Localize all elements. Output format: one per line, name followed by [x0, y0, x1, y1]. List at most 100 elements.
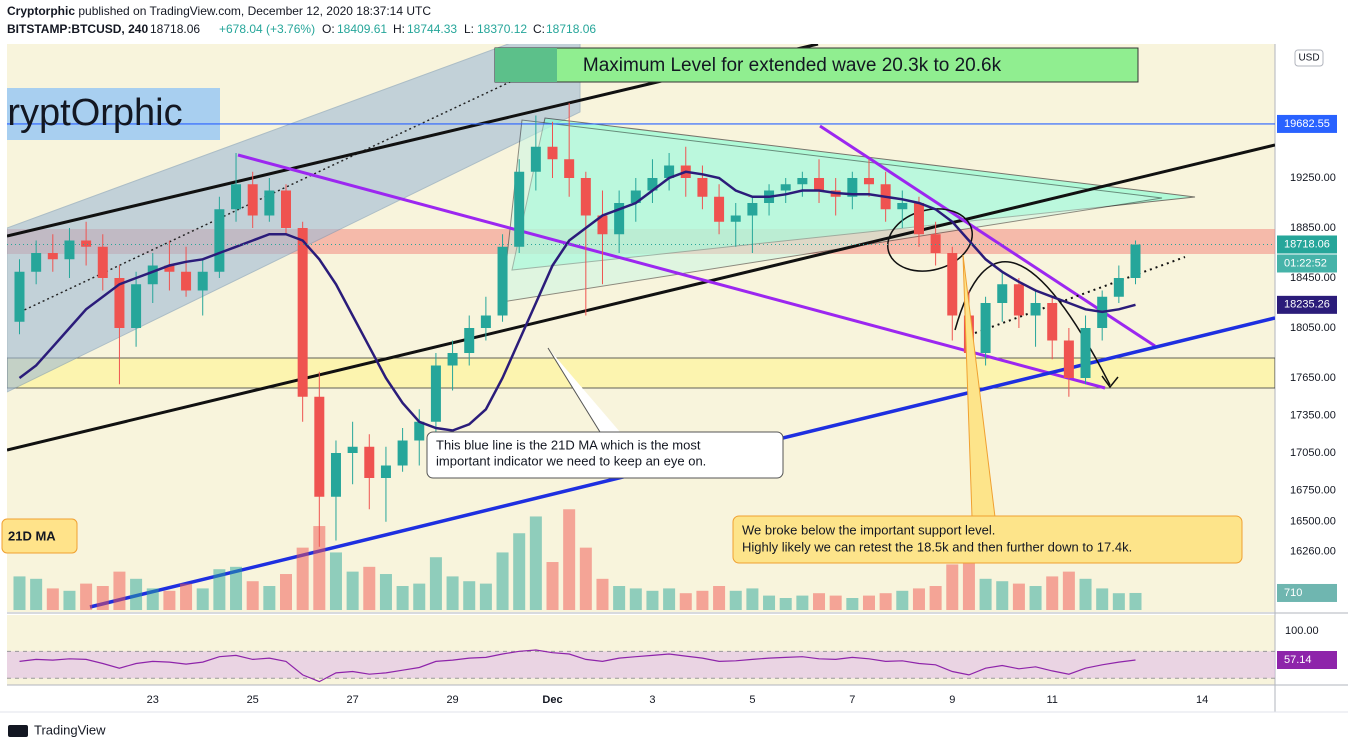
- ma-badge: 18235.26: [1284, 299, 1330, 311]
- footer-logo: [8, 725, 28, 737]
- x-tick-label: 11: [1047, 694, 1058, 706]
- candle-body: [714, 196, 725, 222]
- volume-bar: [763, 595, 776, 610]
- l-label: L:: [464, 22, 474, 36]
- candle-body: [797, 178, 808, 185]
- candle-body: [297, 228, 308, 397]
- volume-bar: [429, 557, 442, 610]
- x-tick-label: 27: [347, 694, 359, 706]
- volume-bar: [713, 586, 726, 610]
- candle-body: [780, 184, 791, 191]
- candle-body: [730, 215, 741, 222]
- arrow-head: [1101, 375, 1119, 389]
- candle-body: [1047, 303, 1058, 341]
- countdown-bg: [1277, 254, 1337, 273]
- y-tick-label: 18450.00: [1290, 272, 1336, 284]
- footer: TradingView: [8, 722, 106, 737]
- candle-body: [947, 253, 958, 316]
- volume-bar: [296, 547, 309, 610]
- ma-label: 21D MA: [8, 528, 56, 543]
- x-tick-label: 23: [147, 694, 159, 706]
- volume-bar: [912, 588, 925, 610]
- candle-body: [147, 265, 158, 285]
- symbol: BITSTAMP:BTCUSD, 240: [7, 22, 148, 36]
- candle-body: [980, 303, 991, 353]
- candle-body: [231, 184, 242, 210]
- volume-bar: [13, 576, 26, 610]
- candle-body: [647, 178, 658, 191]
- volume-bar: [1012, 583, 1025, 610]
- volume-bar: [80, 583, 93, 610]
- published: published on TradingView.com, December 1…: [75, 4, 431, 18]
- candle-body: [97, 246, 108, 278]
- candle-body: [913, 203, 924, 235]
- support-zone: [7, 357, 1275, 389]
- candle-body: [380, 465, 391, 478]
- candle-body: [214, 209, 225, 272]
- candle-body: [330, 453, 341, 497]
- candle-body: [930, 234, 941, 253]
- volume-bar: [263, 586, 276, 610]
- last: 18718.06: [150, 22, 200, 36]
- volume-bar: [146, 588, 159, 610]
- volume-bar: [1046, 576, 1059, 610]
- candle-body: [364, 446, 375, 478]
- h-label: H:: [393, 22, 405, 36]
- volume-bar: [379, 574, 392, 610]
- level-badge: 19682.55: [1284, 118, 1330, 130]
- volume-bar: [729, 590, 742, 610]
- y-tick-label: 18050.00: [1290, 322, 1336, 334]
- volume-bar: [446, 576, 459, 610]
- candle-body: [664, 165, 675, 178]
- candle-body: [1130, 244, 1141, 278]
- y-tick-label: 17650.00: [1290, 372, 1336, 384]
- candle-body: [430, 365, 441, 422]
- volume-bar: [113, 571, 126, 610]
- volume-bar: [163, 590, 176, 610]
- volume-bar: [796, 595, 809, 610]
- volume-bar: [746, 588, 759, 610]
- candle-body: [747, 203, 758, 216]
- level-badge-bg: [1277, 114, 1337, 133]
- volume-bar: [329, 552, 342, 610]
- volume-bar: [962, 562, 975, 610]
- candle-body: [131, 284, 142, 328]
- ma-badge-bg: [1277, 295, 1337, 314]
- volume-bar: [1029, 586, 1042, 610]
- rsi-badge-bg: [1277, 651, 1337, 670]
- volume-bar: [363, 566, 376, 610]
- candle-body: [14, 271, 25, 322]
- candle-body: [564, 159, 575, 178]
- logo-box: [7, 88, 220, 140]
- y-tick-label: 17050.00: [1290, 447, 1336, 459]
- volume-bar: [180, 583, 193, 610]
- candle-body: [597, 215, 608, 235]
- volume-bar: [679, 593, 692, 610]
- candle-body: [547, 146, 558, 160]
- volume-bar: [246, 581, 259, 610]
- volume-bar: [1112, 593, 1125, 610]
- x-tick-label: 25: [247, 694, 259, 706]
- volume-bar: [513, 533, 526, 610]
- y-tick-label: 16260.00: [1290, 546, 1336, 558]
- candle-body: [464, 328, 475, 353]
- volume-bar: [46, 588, 59, 610]
- candle-body: [47, 253, 58, 260]
- volume-bar: [813, 593, 826, 610]
- x-tick-label: 3: [649, 694, 655, 706]
- x-tick-label: 14: [1196, 694, 1208, 706]
- volume-bar: [496, 552, 509, 610]
- volume-bar: [96, 586, 109, 610]
- volume-bar: [463, 581, 476, 610]
- candle-body: [1113, 278, 1124, 297]
- logo-group: KryptOrphic: [7, 92, 183, 134]
- currency[interactable]: USD: [1298, 53, 1319, 64]
- trendline: [237, 153, 1106, 390]
- currency-button[interactable]: [1294, 49, 1324, 67]
- trendline: [7, 143, 1275, 452]
- candle-body: [81, 240, 92, 247]
- volume-bar: [313, 526, 326, 610]
- candle-body: [997, 284, 1008, 303]
- candle-body: [164, 265, 175, 272]
- y-tick-label: 17350.00: [1290, 409, 1336, 421]
